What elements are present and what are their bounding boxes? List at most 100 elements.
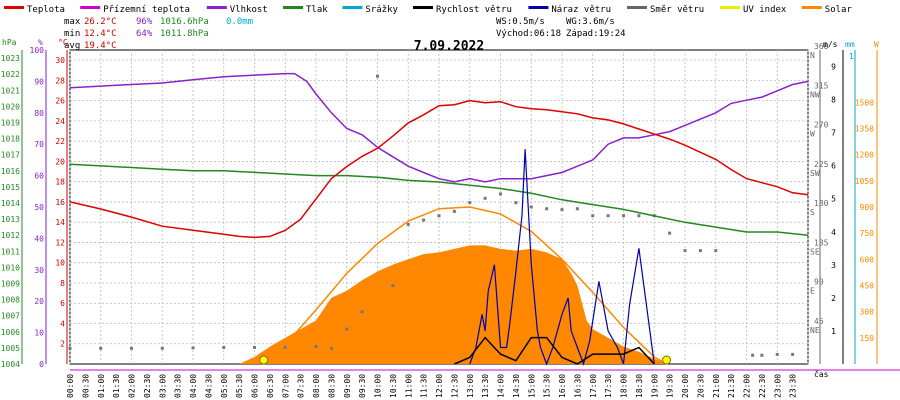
tick-temp-6: 14 — [55, 218, 65, 227]
axis-label-mm: mm — [845, 40, 855, 49]
wind-dir-point — [391, 284, 395, 287]
tick-x-34: 17:00 — [589, 374, 598, 398]
tick-w-1: 300 — [860, 308, 875, 317]
legend-label-9: Solar — [825, 5, 853, 15]
tick-x-47: 23:30 — [789, 374, 798, 398]
tick-x-31: 15:30 — [543, 374, 552, 398]
tick-x-17: 08:30 — [327, 374, 336, 398]
wind-dir-point — [468, 201, 472, 205]
tick-dir-val-5: 270 — [814, 121, 829, 130]
wind-dir-point — [99, 346, 103, 350]
tick-w-3: 600 — [860, 255, 875, 264]
wind-dir-point — [698, 249, 702, 253]
tick-x-19: 09:30 — [358, 374, 367, 398]
wind-dir-point — [160, 346, 164, 350]
tick-temp-14: 30 — [55, 56, 65, 65]
tick-hpa-18: 1022 — [1, 70, 20, 79]
stat-text-9: avg — [64, 41, 80, 51]
tick-temp-1: 4 — [60, 319, 65, 328]
tick-x-8: 04:00 — [189, 374, 198, 398]
tick-dir-lbl-5: W — [810, 130, 815, 139]
axis-label-w: W — [874, 40, 879, 49]
wind-dir-point — [345, 327, 349, 331]
tick-x-41: 20:30 — [696, 374, 705, 398]
tick-dir-lbl-1: E — [810, 287, 815, 296]
tick-x-6: 03:00 — [158, 374, 167, 398]
tick-w-5: 900 — [860, 203, 875, 212]
tick-x-39: 19:30 — [666, 374, 675, 398]
tick-x-29: 14:30 — [512, 374, 521, 398]
legend-label-7: Směr větru — [650, 5, 704, 15]
series-wind-speed — [454, 336, 655, 365]
tick-x-20: 10:00 — [374, 374, 383, 398]
tick-dir-val-3: 180 — [814, 199, 829, 208]
tick-hpa-17: 1021 — [1, 86, 20, 95]
legend-swatch-5 — [413, 6, 433, 9]
tick-x-11: 05:30 — [235, 374, 244, 398]
tick-dir-lbl-2: SE — [810, 247, 820, 256]
axis-label-pct: % — [38, 38, 43, 47]
tick-x-46: 23:00 — [773, 374, 782, 398]
wind-dir-point — [529, 205, 533, 209]
tick-hpa-4: 1008 — [1, 296, 20, 305]
wind-dir-point — [545, 207, 549, 211]
tick-x-14: 07:00 — [281, 374, 290, 398]
tick-ms-0: 1 — [831, 327, 836, 336]
tick-hpa-19: 1023 — [1, 54, 20, 63]
legend-label-5: Rychlost větru — [436, 5, 512, 15]
tick-ms-1: 2 — [831, 294, 836, 303]
legend-swatch-9 — [801, 6, 822, 9]
tick-hpa-5: 1009 — [1, 279, 20, 288]
tick-dir-lbl-4: SW — [810, 169, 820, 178]
wind-dir-point — [751, 353, 755, 357]
tick-x-37: 18:30 — [635, 374, 644, 398]
tick-hpa-16: 1020 — [1, 102, 20, 111]
tick-w-7: 1200 — [855, 151, 874, 160]
tick-hpa-1: 1005 — [1, 344, 20, 353]
wind-dir-point — [130, 346, 133, 350]
legend-label-0: Teplota — [27, 5, 65, 15]
stat-text-0: max — [64, 17, 81, 27]
tick-x-2: 01:00 — [97, 374, 106, 398]
tick-temp-7: 16 — [55, 198, 65, 207]
tick-pct-7: 70 — [34, 140, 44, 149]
stat-text-13: Východ:06:18 — [496, 29, 561, 39]
tick-temp-5: 12 — [55, 238, 65, 247]
tick-temp-0: 2 — [60, 340, 65, 349]
tick-dir-lbl-0: NE — [810, 326, 820, 335]
tick-ms-5: 6 — [831, 162, 836, 171]
wind-dir-point — [499, 192, 502, 196]
tick-x-26: 13:00 — [466, 374, 475, 398]
tick-x-45: 22:30 — [758, 374, 767, 398]
tick-hpa-12: 1016 — [1, 167, 20, 176]
tick-w-4: 750 — [860, 229, 875, 238]
tick-x-15: 07:30 — [297, 374, 306, 398]
stat-text-5: min — [64, 29, 80, 39]
tick-x-30: 15:00 — [527, 374, 536, 398]
tick-x-24: 12:00 — [435, 374, 444, 398]
legend-label-1: Přízemní teplota — [103, 5, 190, 15]
legend-label-6: Náraz větru — [551, 5, 611, 15]
tick-dir-lbl-6: NW — [810, 90, 820, 99]
tick-x-21: 10:30 — [389, 374, 398, 398]
tick-x-25: 12:30 — [450, 374, 459, 398]
tick-hpa-9: 1013 — [1, 215, 20, 224]
tick-x-18: 09:00 — [343, 374, 352, 398]
wind-dir-point — [376, 74, 379, 78]
legend-swatch-2 — [206, 6, 227, 9]
tick-hpa-11: 1015 — [1, 183, 20, 192]
wind-dir-point — [775, 352, 779, 356]
tick-hpa-3: 1007 — [1, 312, 20, 321]
series-solar-theoretical — [263, 206, 667, 365]
tick-w-6: 1050 — [855, 177, 874, 186]
wind-dir-point — [283, 345, 287, 349]
tick-hpa-14: 1018 — [1, 135, 20, 144]
tick-temp-13: 28 — [55, 76, 65, 85]
tick-dir-lbl-7: N — [810, 51, 815, 60]
tick-pct-6: 60 — [34, 172, 44, 181]
tick-x-1: 00:30 — [81, 374, 90, 398]
tick-ms-7: 8 — [831, 96, 836, 105]
tick-ms-4: 5 — [831, 195, 836, 204]
